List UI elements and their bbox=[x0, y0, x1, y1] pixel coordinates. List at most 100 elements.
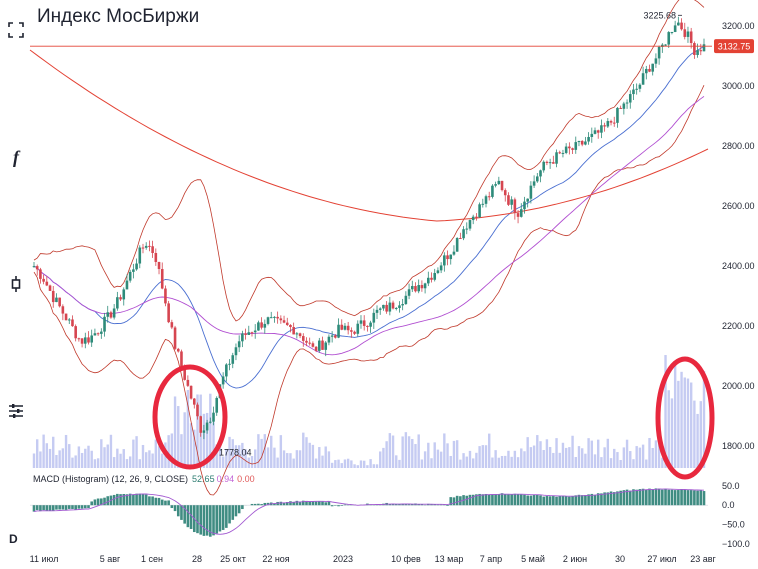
macd-bar bbox=[478, 493, 481, 506]
candle-body bbox=[106, 312, 110, 317]
macd-bar bbox=[305, 500, 308, 506]
candle-body bbox=[199, 416, 202, 433]
volume-bar bbox=[379, 451, 382, 468]
interval-label[interactable]: D bbox=[9, 532, 18, 546]
macd-bar bbox=[484, 493, 488, 506]
candle-body bbox=[443, 255, 446, 266]
volume-bar bbox=[298, 450, 302, 468]
volume-bar bbox=[510, 456, 513, 468]
macd-bar bbox=[516, 494, 520, 506]
candle-body bbox=[64, 313, 68, 321]
candle-body bbox=[600, 125, 603, 133]
candle-body bbox=[87, 337, 90, 343]
date-tick: 11 июл bbox=[30, 554, 59, 564]
volume-bar bbox=[193, 429, 196, 468]
candle-body bbox=[122, 289, 126, 300]
volume-bar bbox=[532, 445, 536, 468]
candle-body bbox=[337, 324, 340, 338]
macd-bar bbox=[693, 490, 696, 506]
volume-bar bbox=[196, 394, 199, 468]
volume-bar bbox=[116, 448, 119, 468]
macd-bar bbox=[324, 502, 328, 506]
candle-body bbox=[590, 133, 594, 137]
volume-bar bbox=[411, 438, 414, 468]
volume-bar bbox=[552, 452, 555, 468]
volume-bar bbox=[80, 452, 84, 468]
macd-bar bbox=[289, 501, 292, 506]
volume-bar bbox=[202, 413, 206, 468]
macd-bar bbox=[77, 505, 81, 509]
macd-bar bbox=[532, 494, 536, 506]
volume-bar bbox=[455, 440, 459, 468]
candle-body bbox=[103, 316, 106, 332]
volume-bar bbox=[321, 455, 324, 468]
candle-body bbox=[42, 278, 45, 282]
candle-body bbox=[180, 351, 183, 367]
candle-body bbox=[548, 162, 552, 164]
macd-bar bbox=[622, 490, 626, 506]
volume-bar bbox=[74, 455, 77, 468]
candle-body bbox=[561, 152, 565, 154]
candle-body bbox=[580, 140, 584, 145]
macd-bar bbox=[401, 504, 404, 506]
candle-body bbox=[292, 327, 295, 335]
volume-bar bbox=[260, 438, 263, 468]
candle-body bbox=[196, 404, 199, 417]
macd-bar bbox=[673, 490, 677, 506]
candle-body bbox=[253, 330, 257, 333]
volume-bar bbox=[186, 389, 190, 468]
candle-body bbox=[237, 341, 241, 348]
macd-bar bbox=[257, 503, 260, 506]
indicators-icon[interactable] bbox=[6, 401, 26, 421]
candle-body bbox=[628, 94, 632, 103]
candle-body bbox=[324, 342, 328, 350]
macd-bar bbox=[80, 505, 84, 509]
candle-body bbox=[334, 335, 337, 338]
macd-bar bbox=[558, 495, 562, 506]
bollinger-upper bbox=[33, 0, 705, 322]
volume-bar bbox=[622, 447, 626, 468]
macd-bar bbox=[64, 505, 68, 510]
candle-body bbox=[241, 333, 244, 342]
macd-bar bbox=[519, 494, 523, 506]
candle-body bbox=[327, 336, 331, 343]
macd-bar bbox=[96, 498, 100, 506]
macd-bar bbox=[635, 489, 638, 506]
macd-tick: −100.0 bbox=[722, 539, 750, 549]
volume-bar bbox=[353, 464, 356, 468]
function-icon[interactable]: f bbox=[13, 146, 19, 167]
volume-bar bbox=[241, 442, 244, 468]
macd-bar bbox=[106, 496, 110, 506]
macd-bar bbox=[625, 489, 629, 506]
volume-bar bbox=[270, 435, 273, 468]
volume-bar bbox=[276, 457, 279, 468]
volume-bar bbox=[170, 433, 174, 468]
macd-bar bbox=[100, 498, 103, 506]
candle-body bbox=[186, 379, 190, 386]
volume-bar bbox=[151, 453, 154, 468]
volume-bar bbox=[154, 439, 158, 468]
volume-bar bbox=[561, 442, 565, 468]
candle-body bbox=[552, 162, 555, 164]
date-tick: 28 bbox=[192, 554, 202, 564]
macd-bar bbox=[410, 504, 414, 506]
macd-bar bbox=[587, 494, 590, 506]
volume-bar bbox=[61, 448, 65, 468]
candle-body bbox=[39, 269, 42, 279]
candle-body bbox=[96, 333, 100, 335]
volume-bar bbox=[597, 439, 600, 468]
candlestick-icon[interactable] bbox=[6, 274, 26, 294]
crosshair-icon[interactable] bbox=[6, 20, 26, 40]
candle-body bbox=[144, 245, 148, 248]
macd-bar bbox=[253, 503, 257, 506]
volume-bar bbox=[128, 456, 132, 468]
candle-body bbox=[513, 199, 517, 214]
macd-bar bbox=[292, 501, 295, 506]
macd-bar bbox=[503, 494, 507, 506]
candle-body bbox=[228, 363, 231, 365]
volume-bar bbox=[603, 447, 606, 468]
candle-body bbox=[417, 285, 420, 292]
candle-body bbox=[128, 271, 132, 281]
macd-bar bbox=[513, 493, 517, 506]
